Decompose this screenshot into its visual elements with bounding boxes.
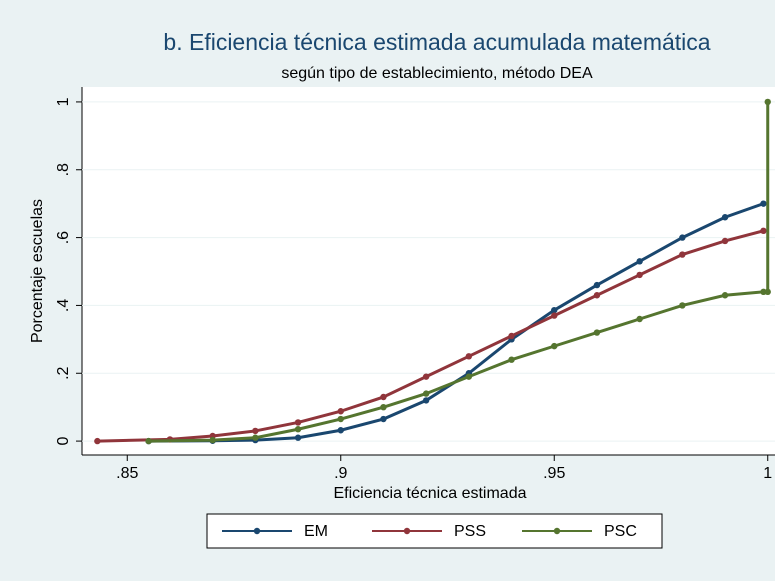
legend-marker — [253, 527, 261, 535]
marker — [551, 342, 558, 350]
marker — [145, 437, 152, 445]
marker — [593, 281, 601, 289]
legend-label: EM — [304, 523, 328, 540]
y-tick-label: 0 — [55, 437, 72, 446]
marker — [679, 251, 686, 258]
y-tick-label: .6 — [55, 231, 72, 244]
marker — [593, 329, 601, 336]
y-axis-label: Porcentaje escuelas — [29, 199, 46, 343]
marker — [252, 434, 259, 441]
marker — [760, 200, 767, 207]
marker — [508, 332, 515, 340]
x-tick-label: .9 — [334, 465, 347, 482]
marker — [551, 306, 558, 314]
marker — [337, 415, 344, 423]
x-tick-label: .95 — [543, 465, 565, 482]
marker — [422, 373, 430, 380]
marker — [636, 315, 643, 323]
marker — [209, 436, 216, 444]
marker — [636, 258, 643, 265]
marker — [422, 390, 430, 397]
marker — [422, 397, 430, 404]
marker — [721, 292, 729, 299]
marker — [94, 437, 101, 445]
marker — [551, 312, 558, 319]
marker — [337, 408, 344, 415]
marker — [294, 434, 302, 441]
y-tick-label: .4 — [55, 299, 72, 312]
marker — [508, 356, 515, 363]
x-axis-label: Eficiencia técnica estimada — [334, 485, 527, 502]
x-tick-label: .85 — [116, 465, 138, 482]
marker — [721, 237, 729, 245]
line — [97, 229, 764, 443]
marker — [636, 271, 643, 279]
legend-marker — [553, 527, 561, 535]
y-tick-label: .2 — [55, 366, 72, 379]
marker — [764, 98, 771, 106]
legend-marker — [403, 527, 411, 535]
marker — [252, 427, 259, 435]
marker — [679, 302, 686, 309]
marker — [465, 373, 473, 380]
marker — [380, 393, 387, 401]
y-tick-label: 1 — [55, 97, 72, 106]
marker — [760, 227, 767, 235]
legend-label: PSS — [454, 523, 486, 540]
marker — [764, 288, 771, 296]
x-tick-label: 1 — [763, 465, 772, 482]
marker — [380, 415, 387, 423]
marker — [294, 426, 302, 433]
marker — [337, 427, 344, 434]
marker — [465, 353, 473, 360]
marker — [679, 234, 686, 241]
marker — [380, 403, 387, 411]
chart-subtitle: según tipo de establecimiento, método DE… — [281, 65, 593, 82]
marker — [294, 419, 302, 426]
marker — [721, 214, 729, 221]
marker — [593, 292, 601, 299]
chart-title: b. Eficiencia técnica estimada acumulada… — [163, 29, 710, 55]
y-tick-label: .8 — [55, 163, 72, 176]
legend-label: PSC — [604, 523, 637, 540]
